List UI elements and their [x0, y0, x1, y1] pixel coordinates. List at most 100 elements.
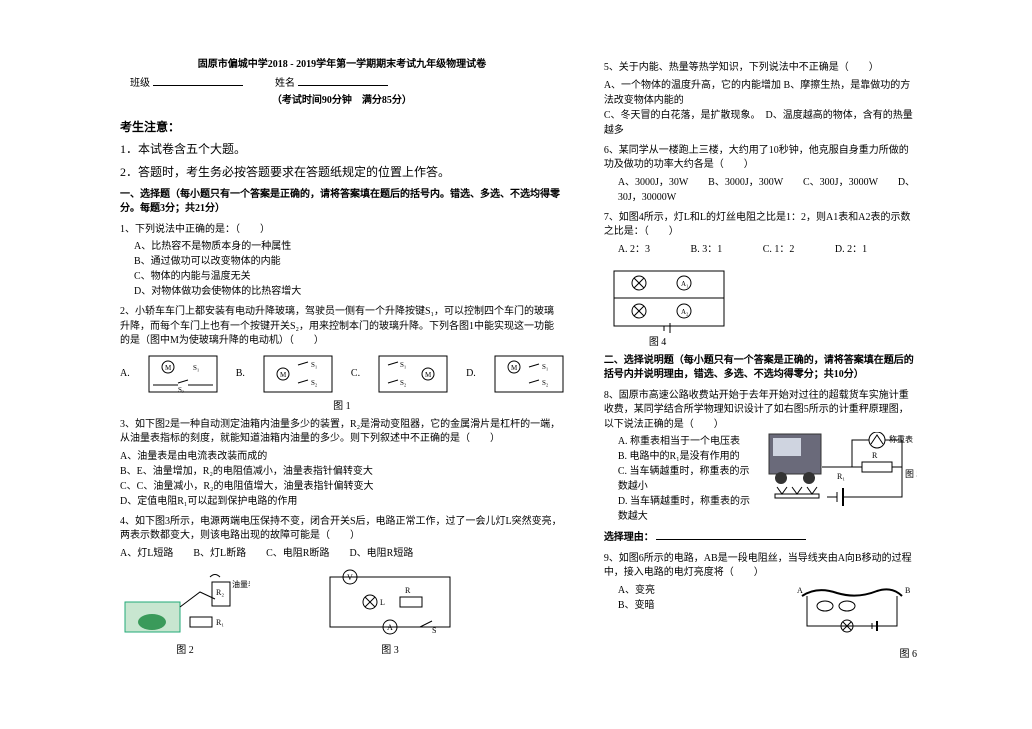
- circuit-a-icon: M S₁S₂: [148, 355, 218, 393]
- notice-2: 2．答题时，考生务必按答题要求在答题纸规定的位置上作答。: [120, 164, 564, 181]
- section2-title: 二、选择说明题（每小题只有一个答案是正确的，请将答案填在题后的括号内并说明理由，…: [604, 354, 917, 383]
- q1-c: C、物体的内能与温度无关: [134, 269, 564, 284]
- q2-stem: 2、小轿车车门上都安装有电动升降玻璃，驾驶员一侧有一个升降按键S₁，可以控制四个…: [120, 305, 564, 349]
- svg-text:L: L: [380, 598, 385, 607]
- q9-stem: 9、如图6所示的电路，AB是一段电阻丝，当导线夹由A向B移动的过程中，接入电路的…: [604, 552, 917, 581]
- name-row: 班级 姓名: [130, 74, 564, 89]
- q3-d: D、定值电阻R₁可以起到保护电路的作用: [120, 494, 564, 509]
- circuit-b-icon: M S₁ S₂: [263, 355, 333, 393]
- q2-opt-d-label: D.: [466, 368, 476, 379]
- q4-opts: A、灯L短路 B、灯L断路 C、电阻R断路 D、电阻R短路: [120, 546, 564, 561]
- q5-cd: C、冬天冒的白花落，是扩散现象。 D、温度越高的物体，含有的热量越多: [604, 108, 917, 138]
- circuit3-icon: V L R A S: [320, 567, 460, 637]
- q8-d: D. 当车辆越重时，称重表的示数越大: [618, 494, 757, 524]
- svg-text:A: A: [797, 586, 803, 595]
- fig1-caption: 图 1: [120, 397, 564, 412]
- fig5: R 称重表 R₁ 图 5: [767, 432, 917, 524]
- svg-text:R₁: R₁: [837, 472, 845, 481]
- q6-opts: A、3000J，30W B、3000J，300W C、300J，3000W D、…: [618, 175, 917, 205]
- q9-b: B、变暗: [618, 598, 655, 613]
- q3-b: B、E、油量增加，R₂的电阻值减小，油量表指针偏转变大: [120, 464, 564, 479]
- q9-body: A、变亮 B、变暗 AB 图 6: [604, 581, 917, 660]
- q8-stem: 8、固原市高速公路收费站开始于去年开始对过往的超载货车实施计重收费，某同学结合所…: [604, 389, 917, 433]
- svg-text:R₂: R₂: [216, 588, 224, 597]
- resistor-wire-icon: AB: [787, 581, 917, 641]
- svg-text:R: R: [405, 586, 411, 595]
- exam-header: 固原市偏城中学2018 - 2019学年第一学期期末考试九年级物理试卷 班级 姓…: [120, 55, 564, 106]
- svg-text:A₁: A₁: [681, 280, 689, 288]
- truck-scale-icon: R 称重表 R₁ 图 5: [767, 432, 917, 507]
- svg-text:油量表: 油量表: [232, 579, 250, 589]
- fig6: AB 图 6: [787, 581, 917, 660]
- fig3: V L R A S 图 3: [320, 567, 460, 656]
- exam-title: 固原市偏城中学2018 - 2019学年第一学期期末考试九年级物理试卷: [120, 55, 564, 70]
- svg-text:S₁: S₁: [311, 361, 317, 369]
- q2-opt-c-label: C.: [351, 368, 360, 379]
- left-column: 固原市偏城中学2018 - 2019学年第一学期期末考试九年级物理试卷 班级 姓…: [120, 55, 564, 709]
- svg-text:A₂: A₂: [681, 308, 689, 316]
- q2-opt-a-label: A.: [120, 368, 130, 379]
- svg-text:B: B: [905, 586, 910, 595]
- q7-b: B. 3：1: [691, 244, 723, 255]
- timing-line: （考试时间90分钟 满分85分）: [120, 91, 564, 106]
- reason-label: 选择理由：: [604, 532, 654, 543]
- class-blank[interactable]: [153, 74, 243, 86]
- fig5-caption: 图 5: [905, 469, 917, 479]
- circuit-c-icon: M S₁ S₂: [378, 355, 448, 393]
- fig4-caption: 图 4: [649, 333, 917, 348]
- fig2: R₂ R₁ 油量表 图 2: [120, 567, 250, 656]
- svg-text:S₂: S₂: [400, 379, 407, 387]
- circuit4-icon: A₁ A₂: [604, 263, 734, 333]
- notice-heading: 考生注意：: [120, 118, 564, 135]
- q3-opts: A、油量表是由电流表改装而成的 B、E、油量增加，R₂的电阻值减小，油量表指针偏…: [120, 449, 564, 509]
- q5-ab: A、一个物体的温度升高，它的内能增加 B、摩擦生热，是靠做功的方法改变物体内能的: [604, 78, 917, 108]
- q9-opts: A、变亮 B、变暗: [618, 583, 655, 660]
- q7-opts: A. 2：3 B. 3：1 C. 1：2 D. 2：1: [604, 242, 917, 257]
- svg-text:R₁: R₁: [216, 618, 224, 627]
- q1-b: B、通过做功可以改变物体的内能: [134, 254, 564, 269]
- svg-text:S₁: S₁: [400, 361, 406, 369]
- q7-d: D. 2：1: [835, 244, 867, 255]
- q5-stem: 5、关于内能、热量等热学知识，下列说法中不正确是（ ）: [604, 61, 917, 76]
- svg-text:R: R: [872, 451, 878, 460]
- q6-stem: 6、某同学从一楼跑上三楼，大约用了10秒钟，他克服自身重力所做的功及做功的功率大…: [604, 144, 917, 173]
- svg-text:A: A: [387, 623, 393, 632]
- q3-stem: 3、如下图2是一种自动测定油箱内油量多少的装置，R₂是滑动变阻器，它的金属滑片是…: [120, 418, 564, 447]
- svg-text:S₁: S₁: [542, 363, 548, 371]
- svg-text:M: M: [280, 371, 287, 379]
- q8-reason: 选择理由：: [604, 530, 917, 546]
- q1-d: D、对物体做功会使物体的比热容增大: [134, 284, 564, 299]
- svg-text:S: S: [432, 626, 436, 635]
- q8-a: A. 称重表相当于一个电压表: [618, 434, 757, 449]
- reason-blank[interactable]: [656, 530, 806, 540]
- q8-opts: A. 称重表相当于一个电压表 B. 电路中的R₁是没有作用的 C. 当车辆越重时…: [618, 434, 757, 524]
- svg-text:S₁: S₁: [193, 364, 199, 372]
- q1-a: A、比热容不是物质本身的一种属性: [134, 239, 564, 254]
- q8-c: C. 当车辆越重时，称重表的示数越小: [618, 464, 757, 494]
- q5-opts: A、一个物体的温度升高，它的内能增加 B、摩擦生热，是靠做功的方法改变物体内能的…: [604, 78, 917, 138]
- fig4-row: A₁ A₂: [604, 263, 917, 333]
- q7-a: A. 2：3: [618, 244, 650, 255]
- q4-stem: 4、如下图3所示，电源两端电压保持不变，闭合开关S后，电路正常工作，过了一会儿灯…: [120, 515, 564, 544]
- q8-b: B. 电路中的R₁是没有作用的: [618, 449, 757, 464]
- q1-opts: A、比热容不是物质本身的一种属性 B、通过做功可以改变物体的内能 C、物体的内能…: [134, 239, 564, 299]
- name-label: 姓名: [275, 78, 295, 89]
- section1-title: 一、选择题（每小题只有一个答案是正确的，请将答案填在题后的括号内。错选、多选、不…: [120, 188, 564, 217]
- notice-1: 1．本试卷含五个大题。: [120, 141, 564, 158]
- svg-text:称重表: 称重表: [889, 434, 913, 444]
- fig6-caption: 图 6: [787, 645, 917, 660]
- svg-text:M: M: [165, 364, 172, 372]
- q3-c: C、C、油量减小，R₂的电阻值增大，油量表指针偏转变大: [120, 479, 564, 494]
- svg-text:M: M: [511, 364, 518, 372]
- circuit-d-icon: M S₁ S₂: [494, 355, 564, 393]
- svg-text:S₂: S₂: [542, 379, 549, 387]
- gauge-device-icon: R₂ R₁ 油量表: [120, 567, 250, 637]
- q2-circuits: A. M S₁S₂ B. M S₁ S₂ C. M S₁ S₂ D. M S₁ …: [120, 355, 564, 393]
- fig2-3-row: R₂ R₁ 油量表 图 2 V L R A S 图 3: [120, 567, 564, 656]
- svg-text:V: V: [347, 573, 353, 582]
- q1-stem: 1、下列说法中正确的是：（ ）: [120, 223, 564, 238]
- right-column: 5、关于内能、热量等热学知识，下列说法中不正确是（ ） A、一个物体的温度升高，…: [604, 55, 917, 709]
- name-blank[interactable]: [298, 74, 388, 86]
- q3-a: A、油量表是由电流表改装而成的: [120, 449, 564, 464]
- fig2-caption: 图 2: [120, 641, 250, 656]
